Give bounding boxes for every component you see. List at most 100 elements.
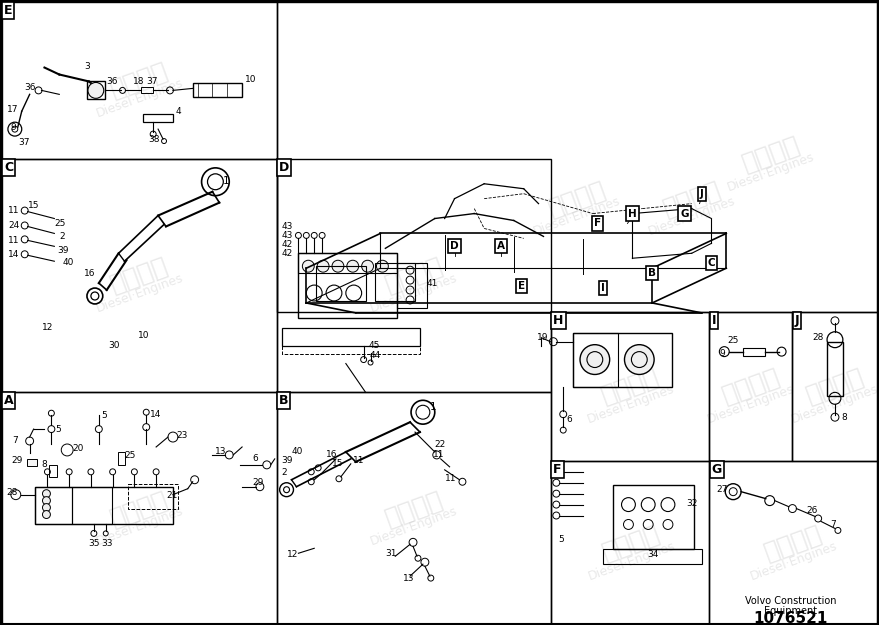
Text: 44: 44	[369, 351, 381, 360]
Circle shape	[317, 260, 329, 272]
Text: I: I	[711, 314, 716, 327]
Text: G: G	[711, 463, 722, 476]
Text: 8: 8	[841, 413, 846, 421]
Bar	[281, 346, 420, 353]
Bar	[117, 452, 125, 465]
Text: Diesel·Engines: Diesel·Engines	[368, 271, 459, 315]
Text: 13: 13	[215, 447, 227, 457]
Circle shape	[347, 260, 359, 272]
Text: Diesel·Engines: Diesel·Engines	[646, 195, 737, 238]
Text: 柴发动力: 柴发动力	[382, 253, 446, 297]
Circle shape	[43, 504, 51, 511]
Text: 40: 40	[62, 258, 74, 267]
Text: 9: 9	[719, 349, 725, 358]
Text: 23: 23	[176, 431, 187, 440]
Text: 25: 25	[125, 452, 136, 460]
Text: 37: 37	[18, 138, 29, 147]
Text: H: H	[628, 209, 636, 218]
Text: Diesel·Engines: Diesel·Engines	[586, 540, 677, 583]
Bar	[552, 461, 709, 625]
Circle shape	[88, 82, 104, 98]
Bar	[281, 328, 420, 346]
Text: 11: 11	[433, 450, 444, 459]
Text: 15: 15	[28, 201, 39, 210]
Text: 34: 34	[647, 550, 659, 559]
Text: 10: 10	[138, 331, 150, 340]
Circle shape	[43, 497, 51, 504]
Text: 14: 14	[8, 250, 20, 259]
Bar	[35, 487, 173, 525]
Bar	[397, 263, 427, 308]
Text: 12: 12	[42, 323, 53, 332]
Text: 25: 25	[727, 336, 739, 345]
Circle shape	[361, 260, 374, 272]
Text: 24: 24	[8, 221, 20, 230]
Text: 柴发动力: 柴发动力	[659, 177, 724, 220]
Bar	[128, 484, 178, 509]
Text: B: B	[279, 394, 288, 408]
Bar	[743, 348, 765, 355]
Text: 29: 29	[252, 478, 263, 487]
Bar	[87, 81, 105, 99]
Text: Diesel·Engines: Diesel·Engines	[368, 504, 459, 548]
Text: 17: 17	[7, 105, 19, 114]
Text: 40: 40	[292, 447, 303, 457]
Text: 31: 31	[385, 548, 397, 558]
Bar	[298, 253, 397, 318]
Text: J: J	[700, 189, 703, 199]
Text: 43: 43	[281, 231, 293, 240]
Text: 8: 8	[42, 460, 47, 469]
Text: 41: 41	[427, 279, 438, 287]
Bar	[552, 312, 709, 461]
Bar	[35, 487, 72, 525]
Text: Diesel·Engines: Diesel·Engines	[789, 382, 880, 426]
Bar	[277, 159, 552, 392]
Text: 3: 3	[84, 62, 90, 71]
Bar	[277, 392, 552, 625]
Text: C: C	[4, 161, 13, 174]
Text: 36: 36	[25, 83, 36, 92]
Circle shape	[43, 511, 51, 518]
Text: 4: 4	[176, 107, 182, 116]
Text: 11: 11	[445, 474, 457, 483]
Text: Volvo Construction: Volvo Construction	[745, 596, 837, 606]
Bar	[709, 312, 792, 461]
Text: 30: 30	[109, 341, 120, 350]
Text: 36: 36	[107, 77, 118, 86]
Bar	[376, 263, 415, 301]
Text: Diesel·Engines: Diesel·Engines	[531, 195, 622, 238]
Text: Diesel·Engines: Diesel·Engines	[748, 540, 839, 583]
Text: 12: 12	[287, 550, 298, 559]
Text: 32: 32	[687, 499, 698, 508]
Text: E: E	[518, 281, 525, 291]
Bar	[298, 253, 397, 273]
Text: 27: 27	[716, 485, 728, 494]
Text: 21: 21	[166, 491, 177, 499]
Bar	[573, 333, 672, 387]
Circle shape	[625, 345, 654, 374]
Text: 14: 14	[150, 409, 162, 419]
Text: 柴发动力: 柴发动力	[739, 133, 803, 175]
Text: C: C	[708, 259, 716, 268]
Text: F: F	[554, 463, 562, 476]
Text: 42: 42	[281, 240, 293, 249]
Text: 16: 16	[84, 269, 95, 277]
Circle shape	[580, 345, 610, 374]
Text: 7: 7	[12, 435, 18, 445]
Text: 2: 2	[60, 232, 65, 241]
Text: Diesel·Engines: Diesel·Engines	[93, 271, 185, 315]
Bar	[603, 549, 701, 564]
Bar	[573, 333, 618, 387]
Text: 28: 28	[6, 488, 17, 497]
Bar	[2, 392, 277, 625]
Bar	[2, 2, 277, 159]
Text: 25: 25	[54, 219, 66, 228]
Text: B: B	[648, 268, 656, 278]
Text: 1076521: 1076521	[753, 611, 828, 626]
Text: 20: 20	[72, 445, 84, 454]
Text: 15: 15	[332, 459, 344, 469]
Text: 11: 11	[352, 457, 364, 465]
Text: D: D	[279, 161, 289, 174]
Text: A: A	[497, 242, 505, 252]
Circle shape	[332, 260, 344, 272]
